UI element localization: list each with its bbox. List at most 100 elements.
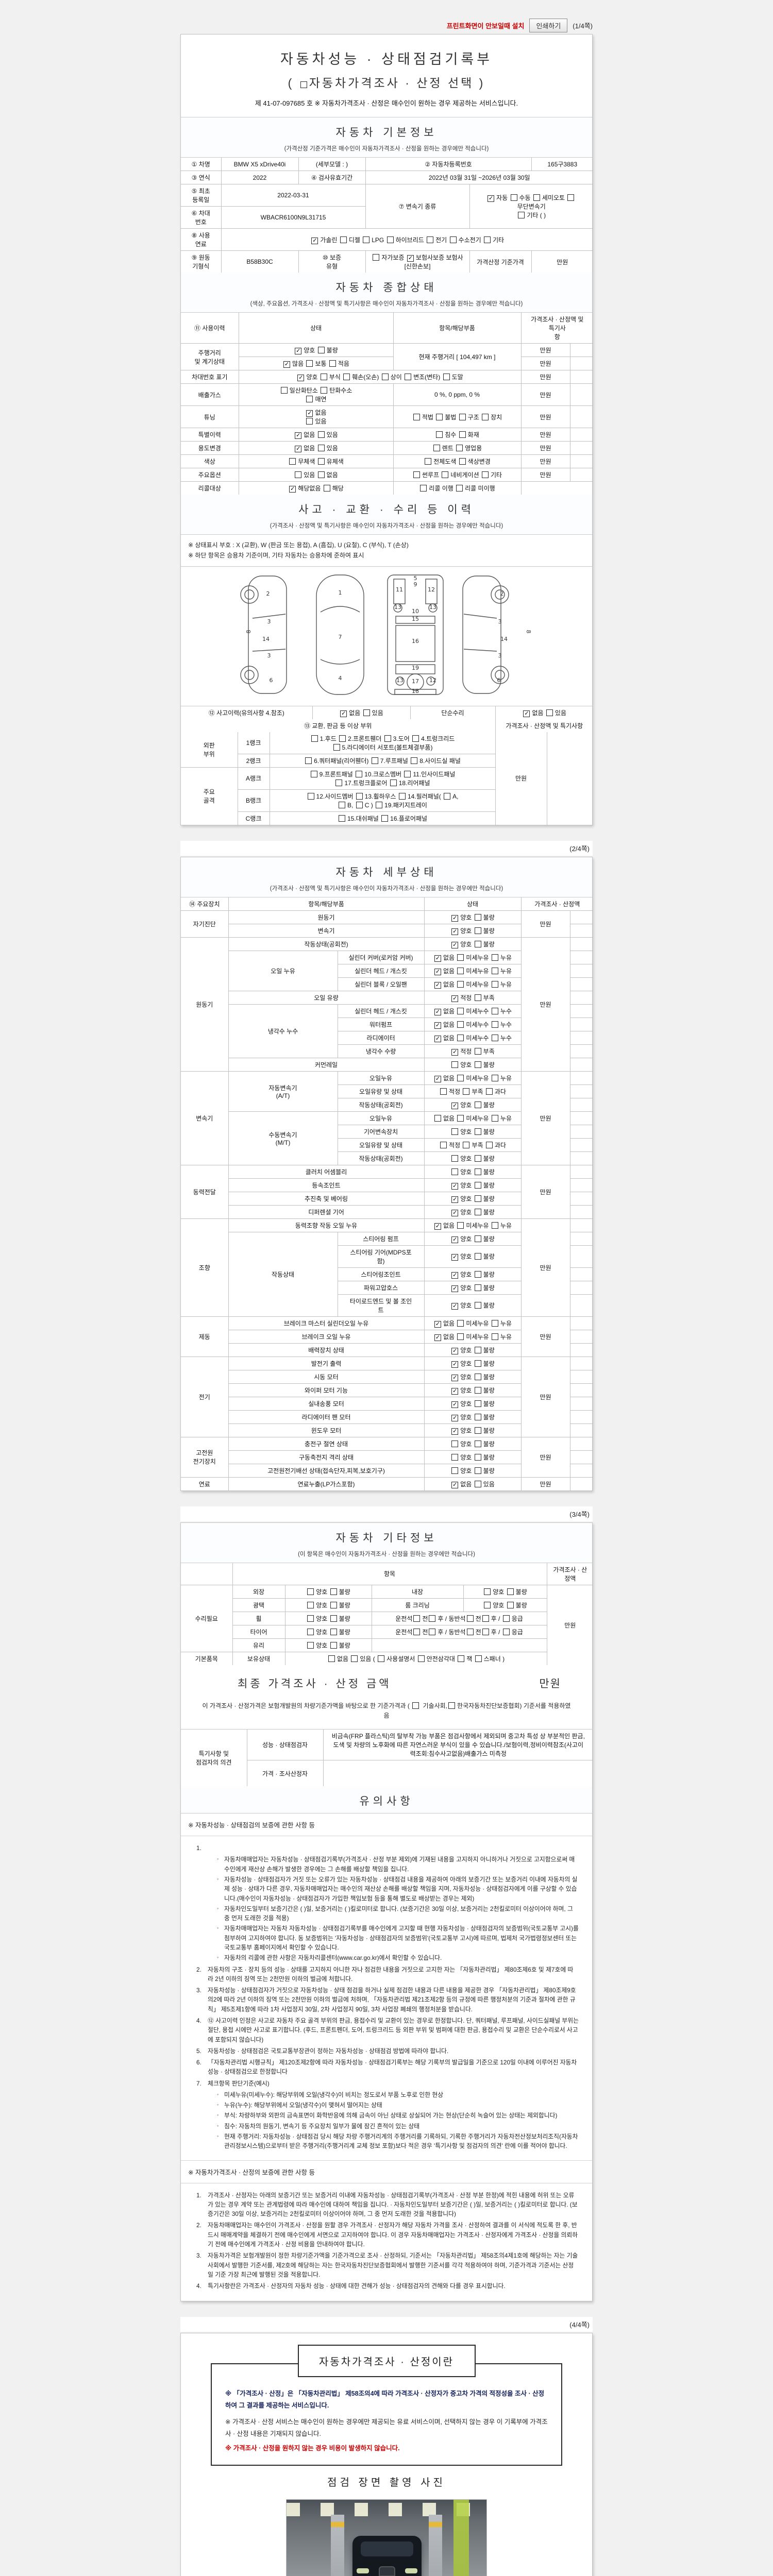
checkbox-checked[interactable]: ✓: [523, 710, 530, 717]
checkbox[interactable]: [413, 1628, 421, 1635]
checkbox[interactable]: [442, 471, 449, 478]
checkbox[interactable]: [484, 236, 491, 243]
checkbox[interactable]: [307, 1588, 314, 1595]
checkbox[interactable]: [474, 1413, 481, 1420]
checkbox-checked[interactable]: ✓: [295, 446, 302, 452]
checkbox[interactable]: [434, 1114, 441, 1122]
checkbox[interactable]: [491, 954, 498, 961]
checkbox[interactable]: [449, 236, 457, 243]
install-notice[interactable]: 프린트화면이 안보일때 설치: [446, 22, 525, 30]
checkbox[interactable]: [451, 1440, 459, 1447]
checkbox[interactable]: [466, 1628, 474, 1635]
print-button[interactable]: 인쇄하기: [529, 18, 568, 32]
checkbox[interactable]: [474, 1235, 481, 1242]
checkbox-checked[interactable]: ✓: [451, 995, 459, 1002]
checkbox[interactable]: [381, 374, 389, 380]
checkbox[interactable]: [474, 1047, 481, 1055]
checkbox[interactable]: [427, 236, 434, 243]
checkbox[interactable]: [330, 1615, 337, 1622]
checkbox-checked[interactable]: ✓: [451, 914, 459, 922]
checkbox[interactable]: [433, 445, 440, 451]
checkbox[interactable]: [390, 779, 397, 786]
checkbox[interactable]: [474, 1101, 481, 1108]
checkbox-checked[interactable]: ✓: [295, 432, 302, 439]
checkbox[interactable]: [457, 967, 464, 974]
checkbox[interactable]: [280, 387, 288, 394]
checkbox[interactable]: [381, 815, 389, 822]
checkbox-checked[interactable]: ✓: [434, 981, 441, 989]
checkbox[interactable]: [295, 471, 302, 478]
checkbox[interactable]: [306, 360, 313, 367]
checkbox[interactable]: [436, 431, 443, 438]
checkbox[interactable]: [491, 1074, 498, 1081]
checkbox-checked[interactable]: ✓: [451, 1236, 459, 1243]
checkbox-checked[interactable]: ✓: [434, 1035, 441, 1042]
checkbox[interactable]: [440, 1141, 447, 1148]
checkbox-checked[interactable]: ✓: [434, 1334, 441, 1341]
checkbox-checked[interactable]: ✓: [434, 1008, 441, 1015]
checkbox[interactable]: [474, 1440, 481, 1447]
checkbox-checked[interactable]: ✓: [451, 1272, 459, 1279]
checkbox[interactable]: [307, 792, 314, 800]
checkbox[interactable]: [376, 801, 383, 808]
checkbox[interactable]: [444, 792, 451, 800]
checkbox-checked[interactable]: ✓: [451, 1414, 459, 1421]
checkbox[interactable]: [457, 1333, 464, 1340]
checkbox[interactable]: [412, 1702, 419, 1709]
checkbox-checked[interactable]: ✓: [289, 486, 296, 493]
checkbox[interactable]: [310, 770, 317, 777]
checkbox[interactable]: [491, 1034, 498, 1041]
checkbox[interactable]: [474, 1302, 481, 1309]
checkbox[interactable]: [507, 1601, 514, 1608]
checkbox[interactable]: [338, 815, 345, 822]
checkbox-checked[interactable]: ✓: [451, 1048, 459, 1056]
checkbox[interactable]: [474, 1195, 481, 1202]
checkbox[interactable]: [491, 1222, 498, 1229]
checkbox[interactable]: [378, 1655, 385, 1662]
checkbox[interactable]: [474, 1427, 481, 1434]
checkbox[interactable]: [457, 1114, 464, 1122]
checkbox[interactable]: [475, 1655, 482, 1662]
checkbox-checked[interactable]: ✓: [451, 1387, 459, 1395]
checkbox-checked[interactable]: ✓: [434, 1223, 441, 1230]
checkbox[interactable]: [491, 1007, 498, 1014]
checkbox[interactable]: [343, 374, 350, 380]
checkbox[interactable]: [474, 1386, 481, 1394]
checkbox[interactable]: [321, 387, 328, 394]
checkbox-checked[interactable]: ✓: [295, 348, 302, 354]
checkbox[interactable]: [474, 1467, 481, 1474]
checkbox-checked[interactable]: ✓: [283, 361, 291, 368]
checkbox[interactable]: [373, 254, 380, 261]
checkbox[interactable]: [305, 757, 312, 764]
checkbox[interactable]: [474, 1168, 481, 1175]
checkbox-checked[interactable]: ✓: [434, 1320, 441, 1328]
checkbox[interactable]: [507, 1588, 514, 1595]
checkbox[interactable]: [510, 194, 517, 201]
checkbox[interactable]: [307, 1615, 314, 1622]
checkbox[interactable]: [306, 418, 313, 425]
checkbox[interactable]: [459, 431, 466, 438]
checkbox[interactable]: [457, 1034, 464, 1041]
checkbox[interactable]: [371, 757, 378, 764]
checkbox[interactable]: [474, 1360, 481, 1367]
checkbox-checked[interactable]: ✓: [434, 1022, 441, 1029]
checkbox[interactable]: [307, 1628, 314, 1635]
checkbox-checked[interactable]: ✓: [340, 710, 347, 717]
checkbox[interactable]: [474, 1480, 481, 1487]
checkbox[interactable]: [363, 236, 370, 243]
checkbox[interactable]: [300, 81, 307, 88]
checkbox[interactable]: [474, 940, 481, 947]
checkbox[interactable]: [533, 194, 540, 201]
checkbox[interactable]: [440, 1088, 447, 1095]
checkbox[interactable]: [335, 779, 343, 786]
checkbox[interactable]: [311, 735, 318, 742]
checkbox[interactable]: [491, 1021, 498, 1028]
checkbox[interactable]: [448, 1702, 456, 1709]
checkbox[interactable]: [491, 967, 498, 974]
checkbox[interactable]: [412, 735, 419, 742]
checkbox[interactable]: [459, 458, 466, 465]
checkbox[interactable]: [485, 1088, 493, 1095]
checkbox[interactable]: [456, 445, 463, 451]
checkbox[interactable]: [474, 1400, 481, 1407]
checkbox[interactable]: [330, 1588, 337, 1595]
